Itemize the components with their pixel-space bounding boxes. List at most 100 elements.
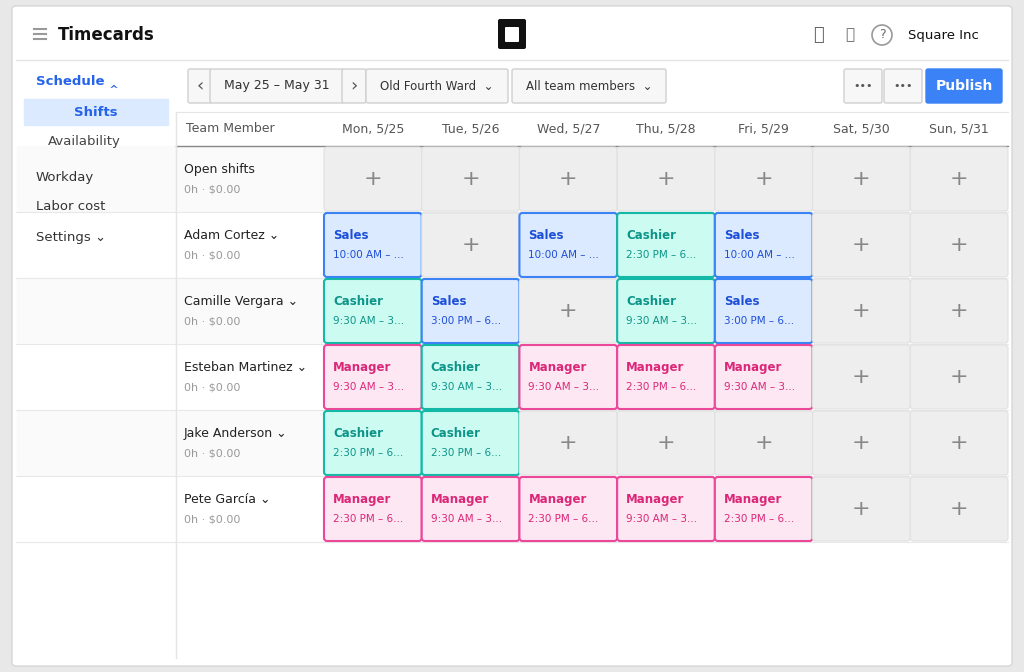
- Text: +: +: [364, 169, 382, 189]
- Text: 🔔: 🔔: [846, 28, 855, 42]
- Text: 10:00 AM – ...: 10:00 AM – ...: [333, 251, 403, 261]
- Text: +: +: [656, 169, 675, 189]
- Text: +: +: [950, 301, 969, 321]
- Text: All team members  ⌄: All team members ⌄: [525, 79, 652, 93]
- Text: +: +: [950, 169, 969, 189]
- FancyBboxPatch shape: [910, 411, 1008, 475]
- Text: +: +: [852, 433, 870, 453]
- Text: Sun, 5/31: Sun, 5/31: [929, 122, 989, 136]
- Text: Wed, 5/27: Wed, 5/27: [537, 122, 600, 136]
- Text: 9:30 AM – 3...: 9:30 AM – 3...: [333, 317, 404, 327]
- Text: Open shifts: Open shifts: [184, 163, 255, 176]
- Text: Sales: Sales: [333, 228, 369, 242]
- Text: 0h · $0.00: 0h · $0.00: [184, 251, 241, 261]
- Text: 9:30 AM – 3...: 9:30 AM – 3...: [626, 515, 697, 524]
- Text: 9:30 AM – 3...: 9:30 AM – 3...: [333, 382, 404, 392]
- Text: 0h · $0.00: 0h · $0.00: [184, 449, 241, 458]
- Text: Cashier: Cashier: [626, 228, 676, 242]
- Text: 9:30 AM – 3...: 9:30 AM – 3...: [431, 515, 502, 524]
- Text: 9:30 AM – 3...: 9:30 AM – 3...: [431, 382, 502, 392]
- Bar: [17, 278, 1007, 344]
- FancyBboxPatch shape: [422, 279, 519, 343]
- Text: Manager: Manager: [626, 493, 684, 505]
- Text: Thu, 5/28: Thu, 5/28: [636, 122, 696, 136]
- FancyBboxPatch shape: [342, 69, 366, 103]
- FancyBboxPatch shape: [926, 69, 1002, 103]
- Text: 2:30 PM – 6...: 2:30 PM – 6...: [333, 448, 403, 458]
- FancyBboxPatch shape: [324, 477, 422, 541]
- Text: Cashier: Cashier: [333, 427, 383, 439]
- Text: Labor cost: Labor cost: [36, 200, 105, 214]
- Bar: [17, 344, 1007, 410]
- FancyBboxPatch shape: [324, 213, 422, 277]
- FancyBboxPatch shape: [617, 213, 715, 277]
- Text: Shifts: Shifts: [74, 106, 118, 118]
- FancyBboxPatch shape: [813, 279, 910, 343]
- Bar: [176, 112, 1008, 146]
- Text: Pete García ⌄: Pete García ⌄: [184, 493, 270, 506]
- FancyBboxPatch shape: [813, 477, 910, 541]
- FancyBboxPatch shape: [884, 69, 922, 103]
- FancyBboxPatch shape: [715, 411, 813, 475]
- FancyBboxPatch shape: [519, 147, 617, 211]
- Text: Schedule ‸: Schedule ‸: [36, 75, 119, 89]
- FancyBboxPatch shape: [422, 411, 519, 475]
- Text: 3:00 PM – 6...: 3:00 PM – 6...: [724, 317, 794, 327]
- FancyBboxPatch shape: [519, 213, 617, 277]
- Bar: [17, 410, 1007, 476]
- FancyBboxPatch shape: [813, 213, 910, 277]
- Text: Manager: Manager: [431, 493, 489, 505]
- Text: +: +: [755, 433, 773, 453]
- Text: 9:30 AM – 3...: 9:30 AM – 3...: [528, 382, 600, 392]
- Text: +: +: [950, 499, 969, 519]
- Text: Cashier: Cashier: [333, 294, 383, 308]
- FancyBboxPatch shape: [910, 213, 1008, 277]
- FancyBboxPatch shape: [910, 279, 1008, 343]
- FancyBboxPatch shape: [844, 69, 882, 103]
- Text: Manager: Manager: [724, 361, 782, 374]
- Text: Manager: Manager: [626, 361, 684, 374]
- FancyBboxPatch shape: [519, 411, 617, 475]
- Text: +: +: [461, 235, 480, 255]
- Text: +: +: [852, 499, 870, 519]
- Text: Sat, 5/30: Sat, 5/30: [834, 122, 890, 136]
- FancyBboxPatch shape: [813, 345, 910, 409]
- Text: ‹: ‹: [197, 77, 204, 95]
- FancyBboxPatch shape: [617, 477, 715, 541]
- Text: Team Member: Team Member: [186, 122, 274, 136]
- Text: 2:30 PM – 6...: 2:30 PM – 6...: [626, 251, 696, 261]
- Text: Adam Cortez ⌄: Adam Cortez ⌄: [184, 229, 280, 243]
- FancyBboxPatch shape: [910, 477, 1008, 541]
- FancyBboxPatch shape: [617, 279, 715, 343]
- Text: •••: •••: [853, 81, 872, 91]
- Text: Cashier: Cashier: [431, 361, 480, 374]
- Text: 2:30 PM – 6...: 2:30 PM – 6...: [626, 382, 696, 392]
- Text: 2:30 PM – 6...: 2:30 PM – 6...: [431, 448, 501, 458]
- Text: Manager: Manager: [333, 361, 391, 374]
- Bar: [17, 212, 1007, 278]
- Text: Mon, 5/25: Mon, 5/25: [342, 122, 404, 136]
- Text: Fri, 5/29: Fri, 5/29: [738, 122, 790, 136]
- FancyBboxPatch shape: [324, 411, 422, 475]
- Text: +: +: [852, 367, 870, 387]
- Text: +: +: [950, 367, 969, 387]
- FancyBboxPatch shape: [715, 345, 813, 409]
- Text: Sales: Sales: [724, 228, 760, 242]
- Text: +: +: [755, 169, 773, 189]
- Text: Old Fourth Ward  ⌄: Old Fourth Ward ⌄: [380, 79, 494, 93]
- FancyBboxPatch shape: [12, 6, 1012, 666]
- Text: Sales: Sales: [528, 228, 564, 242]
- Text: Sales: Sales: [431, 294, 466, 308]
- FancyBboxPatch shape: [813, 147, 910, 211]
- Text: Availability: Availability: [48, 136, 121, 149]
- Text: 0h · $0.00: 0h · $0.00: [184, 185, 241, 195]
- FancyBboxPatch shape: [715, 147, 813, 211]
- FancyBboxPatch shape: [617, 411, 715, 475]
- Text: Manager: Manager: [528, 361, 587, 374]
- FancyBboxPatch shape: [910, 147, 1008, 211]
- Text: +: +: [461, 169, 480, 189]
- Text: Tue, 5/26: Tue, 5/26: [441, 122, 500, 136]
- Text: 2:30 PM – 6...: 2:30 PM – 6...: [528, 515, 599, 524]
- FancyBboxPatch shape: [505, 27, 519, 42]
- FancyBboxPatch shape: [617, 147, 715, 211]
